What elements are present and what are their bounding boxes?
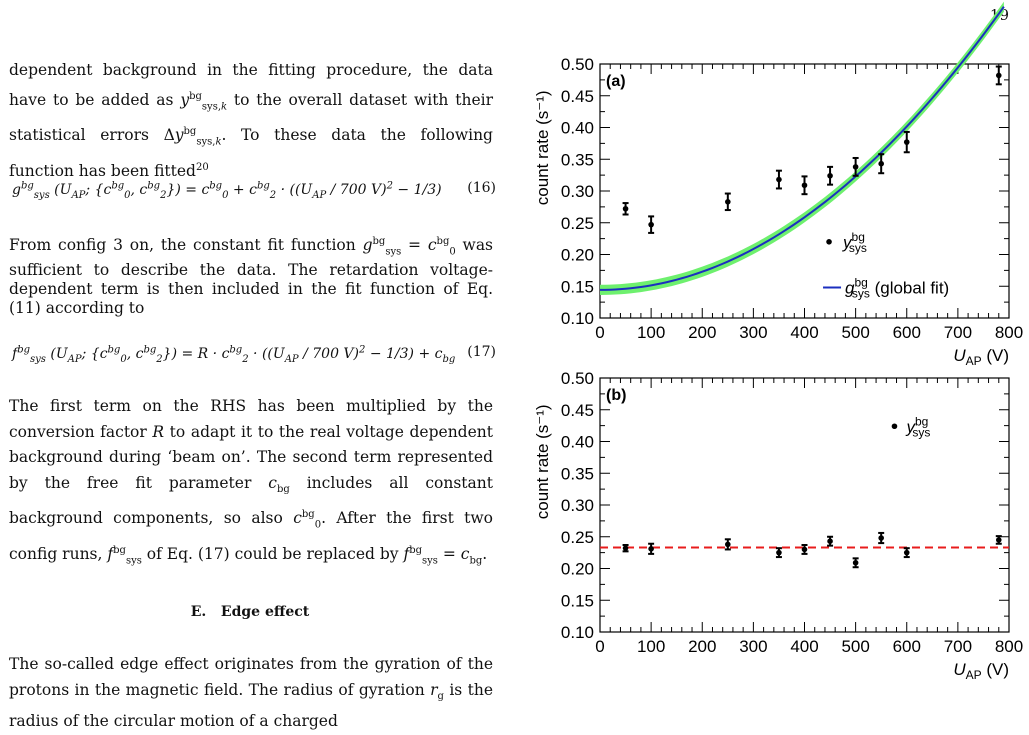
chart-panel-a: 0.10 0.15 0.20 0.25 0.30 0.35 0.40 0.45 0.50 0 100… bbox=[533, 1, 1023, 368]
y-tick-label: 0.25 bbox=[561, 214, 594, 233]
fit-error-band bbox=[600, 1, 1004, 295]
x-tick-label: 100 bbox=[637, 323, 665, 342]
data-point bbox=[995, 72, 1002, 79]
data-point bbox=[648, 546, 654, 552]
y-tick-label: 0.20 bbox=[561, 560, 594, 579]
y-tick-label: 0.45 bbox=[561, 87, 594, 106]
x-axis-label: UAP (V) bbox=[953, 346, 1009, 368]
y-tick-label: 0.50 bbox=[561, 369, 594, 388]
data-point bbox=[725, 198, 731, 205]
data-point bbox=[852, 559, 859, 566]
y-tick-label: 0.20 bbox=[561, 246, 594, 265]
data-point bbox=[827, 538, 833, 544]
equation-16-number: (16) bbox=[467, 180, 496, 196]
x-tick-label: 200 bbox=[688, 323, 716, 342]
y-tick-label: 0.50 bbox=[561, 55, 594, 74]
x-tick-label: 500 bbox=[841, 637, 869, 656]
data-point bbox=[776, 549, 782, 556]
data-point bbox=[776, 176, 782, 183]
x-tick-label: 800 bbox=[995, 637, 1023, 656]
legend-marker-point bbox=[891, 423, 898, 430]
x-tick-label: 500 bbox=[841, 323, 869, 342]
panel-label: (a) bbox=[606, 73, 626, 90]
chart-panel-b: 0.10 0.15 0.20 0.25 0.30 0.35 0.40 0.45 0.50 0 100… bbox=[533, 369, 1023, 682]
y-tick-label: 0.15 bbox=[561, 277, 594, 296]
data-point bbox=[648, 221, 654, 228]
data-point bbox=[878, 535, 884, 541]
section-heading: E. Edge effect bbox=[190, 604, 310, 620]
y-tick-label: 0.40 bbox=[561, 119, 594, 138]
data-point bbox=[852, 164, 859, 170]
legend-label-data: ybg sys bbox=[842, 230, 867, 255]
data-point bbox=[801, 546, 808, 553]
text-column-4: The so-called edge effect originates fro… bbox=[9, 652, 493, 735]
y-tick-label: 0.35 bbox=[561, 464, 594, 483]
equation-17: fbgsys (UAP; {cbg0, cbg2}) = R · cbg2 · … bbox=[12, 344, 496, 364]
data-point bbox=[725, 541, 731, 548]
equation-17-number: (17) bbox=[467, 344, 496, 360]
x-tick-label: 700 bbox=[944, 323, 972, 342]
y-tick-label: 0.45 bbox=[561, 401, 594, 420]
y-tick-label: 0.30 bbox=[561, 182, 594, 201]
paragraph-2: From config 3 on, the constant fit funct… bbox=[9, 236, 494, 318]
x-tick-label: 600 bbox=[893, 323, 921, 342]
x-tick-label: 400 bbox=[790, 637, 818, 656]
data-point bbox=[903, 549, 910, 556]
y-tick-label: 0.40 bbox=[561, 433, 594, 452]
x-tick-label: 800 bbox=[995, 323, 1023, 342]
paragraph-3: The first term on the RHS has been multi… bbox=[9, 397, 494, 567]
y-tick-label: 0.35 bbox=[561, 150, 594, 169]
equation-16-body: gbgsys (UAP; {cbg0, cbg2}) = cbg0 + cbg2… bbox=[12, 180, 442, 201]
legend-label-data: ybg sys bbox=[905, 414, 930, 439]
x-tick-label: 600 bbox=[893, 637, 921, 656]
data-point bbox=[622, 545, 629, 551]
y-tick-label: 0.10 bbox=[561, 309, 594, 328]
x-tick-label: 700 bbox=[944, 637, 972, 656]
panel-label: (b) bbox=[606, 387, 626, 404]
x-tick-label: 300 bbox=[739, 637, 767, 656]
x-tick-label: 300 bbox=[739, 323, 767, 342]
text-column-2: From config 3 on, the constant fit funct… bbox=[9, 232, 493, 318]
x-tick-label: 0 bbox=[595, 323, 604, 342]
fit-curve bbox=[599, 6, 1005, 291]
data-point bbox=[995, 537, 1002, 543]
x-tick-label: 0 bbox=[595, 637, 604, 656]
equation-17-body: fbgsys (UAP; {cbg0, cbg2}) = R · cbg2 · … bbox=[12, 344, 456, 365]
data-point bbox=[878, 160, 884, 167]
equation-16: gbgsys (UAP; {cbg0, cbg2}) = cbg0 + cbg2… bbox=[12, 180, 496, 200]
paragraph-1: dependent background in the fitting proc… bbox=[9, 61, 493, 181]
data-point bbox=[801, 182, 808, 189]
x-tick-label: 400 bbox=[790, 323, 818, 342]
y-tick-label: 0.25 bbox=[561, 528, 594, 547]
x-axis-label: UAP (V) bbox=[953, 660, 1009, 682]
plot-frame bbox=[599, 377, 1010, 633]
x-tick-label: 100 bbox=[637, 637, 665, 656]
y-axis-label: count rate (s⁻¹) bbox=[533, 90, 552, 205]
text-column-3: The first term on the RHS has been multi… bbox=[9, 394, 493, 574]
y-axis-label: count rate (s⁻¹) bbox=[533, 404, 552, 519]
legend-marker-point bbox=[826, 239, 832, 245]
data-point bbox=[622, 205, 629, 212]
paragraph-4: The so-called edge effect originates fro… bbox=[9, 655, 494, 731]
y-tick-label: 0.30 bbox=[561, 496, 594, 515]
data-point bbox=[827, 172, 833, 179]
y-tick-label: 0.15 bbox=[561, 591, 594, 610]
y-tick-label: 0.10 bbox=[561, 623, 594, 642]
x-tick-label: 200 bbox=[688, 637, 716, 656]
legend-label-fit: gbg sys (global fit) bbox=[845, 276, 949, 301]
data-point bbox=[903, 139, 910, 145]
